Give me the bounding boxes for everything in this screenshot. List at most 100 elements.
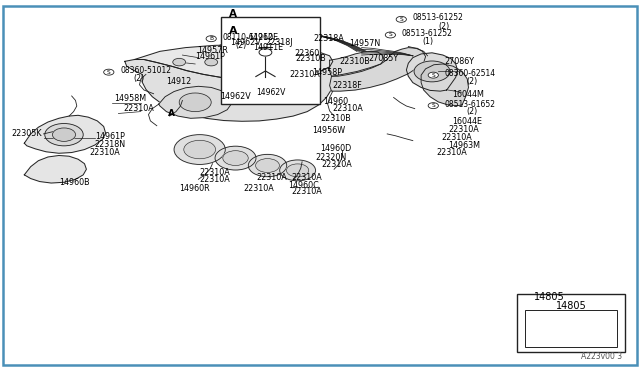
- Text: 14956W: 14956W: [312, 126, 346, 135]
- Polygon shape: [406, 53, 458, 91]
- Text: 22310A: 22310A: [448, 125, 479, 134]
- Polygon shape: [24, 155, 86, 183]
- Text: (2): (2): [466, 108, 477, 116]
- Text: 22318J: 22318J: [266, 38, 293, 46]
- Text: 22310A: 22310A: [289, 70, 320, 79]
- Text: 14961P: 14961P: [95, 132, 125, 141]
- Text: S: S: [431, 103, 435, 108]
- Text: 22310B: 22310B: [296, 54, 326, 63]
- Text: S: S: [399, 17, 403, 22]
- Text: 08513-61652: 08513-61652: [445, 100, 496, 109]
- Text: 14957R: 14957R: [197, 46, 228, 55]
- Text: B: B: [209, 36, 213, 41]
- Circle shape: [174, 135, 225, 164]
- Text: 14961P: 14961P: [195, 52, 225, 61]
- Text: 08360-51012: 08360-51012: [120, 66, 172, 75]
- Text: 14960: 14960: [323, 97, 348, 106]
- Circle shape: [215, 146, 256, 170]
- Text: 16044E: 16044E: [452, 118, 482, 126]
- Text: 22310A: 22310A: [436, 148, 467, 157]
- Text: 08110-61262: 08110-61262: [223, 33, 273, 42]
- Text: 14963M: 14963M: [448, 141, 480, 150]
- Circle shape: [259, 49, 272, 56]
- Circle shape: [45, 124, 83, 146]
- Text: 14962V: 14962V: [256, 89, 285, 97]
- Bar: [525, 310, 617, 347]
- Polygon shape: [421, 64, 468, 106]
- Text: 16044M: 16044M: [452, 90, 484, 99]
- Text: A: A: [228, 26, 237, 36]
- Circle shape: [205, 58, 218, 66]
- Text: 14960R: 14960R: [179, 184, 210, 193]
- Text: 14911E: 14911E: [253, 43, 283, 52]
- Text: (2): (2): [466, 77, 477, 86]
- Text: 22318F: 22318F: [333, 81, 362, 90]
- Text: 22310A: 22310A: [123, 105, 154, 113]
- Text: 22310A: 22310A: [333, 105, 364, 113]
- Text: 14960C: 14960C: [288, 181, 319, 190]
- Bar: [221, 17, 320, 104]
- Circle shape: [104, 69, 114, 75]
- Text: 22310A: 22310A: [321, 160, 352, 169]
- Text: 22320N: 22320N: [315, 153, 346, 162]
- Text: 22360: 22360: [294, 49, 319, 58]
- Text: 27085Y: 27085Y: [368, 54, 398, 63]
- Polygon shape: [159, 86, 232, 118]
- Text: 14958M: 14958M: [114, 94, 146, 103]
- Circle shape: [179, 93, 211, 112]
- Text: 22310A: 22310A: [243, 185, 274, 193]
- Circle shape: [223, 151, 248, 166]
- Circle shape: [396, 16, 406, 22]
- Bar: [517, 294, 625, 352]
- Polygon shape: [24, 115, 106, 153]
- Circle shape: [184, 140, 216, 159]
- Circle shape: [173, 58, 186, 66]
- Circle shape: [291, 58, 304, 66]
- Text: 22310A: 22310A: [256, 173, 287, 182]
- Text: 22305K: 22305K: [12, 129, 42, 138]
- Text: 14957N: 14957N: [349, 39, 380, 48]
- Text: (2): (2): [438, 22, 450, 31]
- Text: 14912: 14912: [166, 77, 191, 86]
- Text: (2): (2): [236, 41, 247, 50]
- Text: A: A: [229, 9, 237, 19]
- Circle shape: [206, 36, 216, 42]
- Text: S: S: [431, 73, 435, 78]
- Circle shape: [52, 128, 76, 141]
- Circle shape: [255, 158, 280, 173]
- Circle shape: [428, 103, 438, 109]
- Text: 22310A: 22310A: [291, 187, 322, 196]
- Circle shape: [262, 58, 275, 66]
- Text: 14962V: 14962V: [230, 38, 261, 47]
- Polygon shape: [134, 45, 333, 79]
- Text: 08513-61252: 08513-61252: [402, 29, 452, 38]
- Text: A223v00 3: A223v00 3: [581, 352, 622, 361]
- Polygon shape: [125, 60, 333, 121]
- Circle shape: [428, 72, 438, 78]
- Text: 14958P: 14958P: [312, 68, 342, 77]
- Text: 14805: 14805: [534, 292, 564, 302]
- Text: 14805: 14805: [556, 301, 586, 311]
- Text: 14960B: 14960B: [59, 178, 90, 187]
- Text: 08513-61252: 08513-61252: [413, 13, 463, 22]
- Circle shape: [385, 32, 396, 38]
- Text: 14960D: 14960D: [320, 144, 351, 153]
- Text: 22310A: 22310A: [442, 133, 472, 142]
- Text: 22310B: 22310B: [320, 114, 351, 123]
- Text: 22310B: 22310B: [339, 57, 370, 66]
- Text: 27086Y: 27086Y: [445, 57, 475, 66]
- Text: 22310A: 22310A: [291, 173, 322, 182]
- Circle shape: [248, 154, 287, 177]
- Text: 14910E: 14910E: [248, 33, 278, 42]
- Text: 08360-62514: 08360-62514: [445, 69, 496, 78]
- Text: 22318A: 22318A: [314, 34, 344, 43]
- Text: (2): (2): [133, 74, 145, 83]
- Circle shape: [414, 61, 450, 82]
- Text: A: A: [168, 109, 175, 118]
- Circle shape: [287, 164, 308, 177]
- Polygon shape: [330, 51, 384, 76]
- Circle shape: [237, 58, 250, 66]
- Text: 14962V: 14962V: [220, 92, 251, 101]
- Text: 22310A: 22310A: [200, 175, 230, 184]
- Text: (1): (1): [422, 37, 433, 46]
